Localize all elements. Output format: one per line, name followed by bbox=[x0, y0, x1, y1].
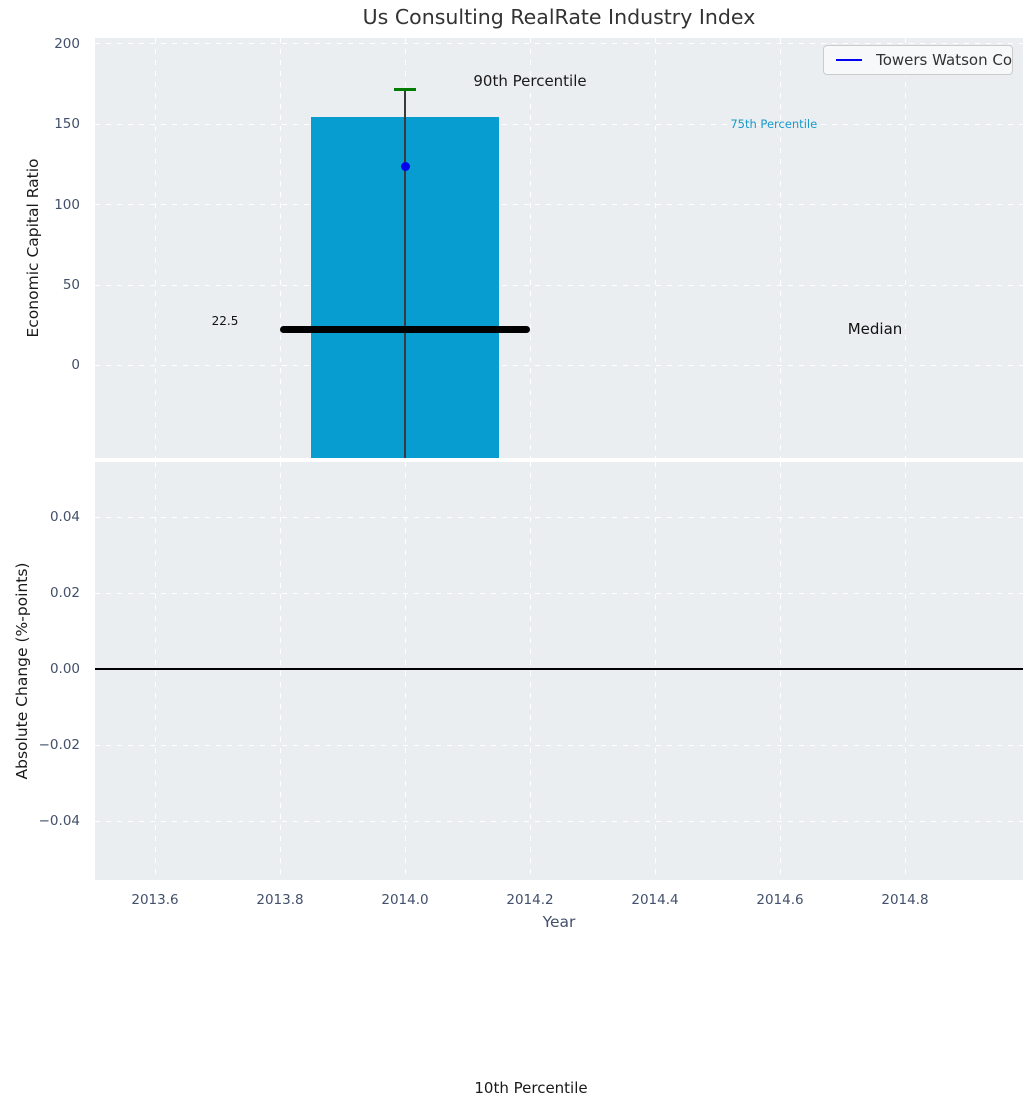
x-tick-label: 2013.8 bbox=[256, 892, 304, 908]
gridline-vertical bbox=[529, 462, 531, 880]
annotation-10th-percentile: 10th Percentile bbox=[474, 1079, 588, 1097]
annotation-90th-percentile-label: 90th Percentile bbox=[473, 71, 587, 90]
y-tick-label: −0.02 bbox=[38, 737, 80, 754]
gridline-horizontal bbox=[95, 284, 1023, 286]
axes-economic-capital-ratio: 90th Percentile 75th Percentile Median 22.5 bbox=[95, 38, 1023, 458]
y-tick-label: 200 bbox=[54, 35, 80, 52]
towers-watson-point bbox=[400, 162, 410, 172]
y-tick-label: 0.02 bbox=[49, 585, 80, 602]
x-axis-label: Year bbox=[542, 913, 576, 931]
legend-label: Towers Watson Co bbox=[876, 51, 1012, 69]
gridline-horizontal bbox=[95, 364, 1023, 366]
gridline-horizontal bbox=[95, 123, 1023, 125]
x-tick-label: 2014.0 bbox=[381, 892, 429, 908]
gridline-vertical bbox=[654, 38, 656, 458]
y-tick-label: −0.04 bbox=[38, 813, 80, 830]
gridline-vertical bbox=[154, 38, 156, 458]
y-axis-label-top: Economic Capital Ratio bbox=[24, 158, 42, 338]
gridline-vertical bbox=[279, 38, 281, 458]
y-tick-label: 50 bbox=[62, 277, 80, 293]
legend-line-icon bbox=[836, 59, 863, 61]
chart-title: Us Consulting RealRate Industry Index bbox=[362, 5, 756, 29]
gridline-vertical bbox=[529, 38, 531, 458]
x-tick-label: 2014.8 bbox=[881, 892, 929, 908]
x-tick-label: 2014.4 bbox=[631, 892, 679, 908]
annotation-median-label: Median bbox=[847, 320, 903, 339]
annotation-median-value-label: 22.5 bbox=[211, 314, 239, 329]
gridline-horizontal bbox=[95, 43, 1023, 45]
y-tick-label: 100 bbox=[54, 196, 80, 213]
gridline-horizontal bbox=[95, 820, 1023, 822]
x-tick-label: 2014.6 bbox=[756, 892, 804, 908]
gridline-vertical bbox=[279, 462, 281, 880]
gridline-vertical bbox=[779, 38, 781, 458]
gridline-horizontal bbox=[95, 744, 1023, 746]
gridline-vertical bbox=[779, 462, 781, 880]
x-tick-label: 2014.2 bbox=[506, 892, 554, 908]
gridline-vertical bbox=[904, 462, 906, 880]
x-tick-label: 2013.6 bbox=[131, 892, 179, 908]
annotation-75th-percentile-label: 75th Percentile bbox=[730, 117, 818, 132]
zero-line bbox=[95, 668, 1023, 670]
gridline-horizontal bbox=[95, 516, 1023, 518]
gridline-vertical bbox=[654, 462, 656, 880]
y-tick-label: 0 bbox=[71, 357, 80, 374]
y-tick-label: 0.00 bbox=[49, 661, 80, 678]
gridline-horizontal bbox=[95, 592, 1023, 594]
whisker-line bbox=[404, 89, 406, 458]
gridline-vertical bbox=[404, 462, 406, 880]
y-tick-label: 150 bbox=[54, 116, 80, 133]
gridline-horizontal bbox=[95, 204, 1023, 206]
legend: Towers Watson Co bbox=[823, 45, 1013, 75]
median-line bbox=[280, 325, 530, 333]
axes-absolute-change bbox=[95, 462, 1023, 880]
gridline-vertical bbox=[904, 38, 906, 458]
gridline-vertical bbox=[154, 462, 156, 880]
y-tick-label: 0.04 bbox=[49, 509, 80, 526]
ninetieth-percentile-cap bbox=[394, 87, 416, 91]
